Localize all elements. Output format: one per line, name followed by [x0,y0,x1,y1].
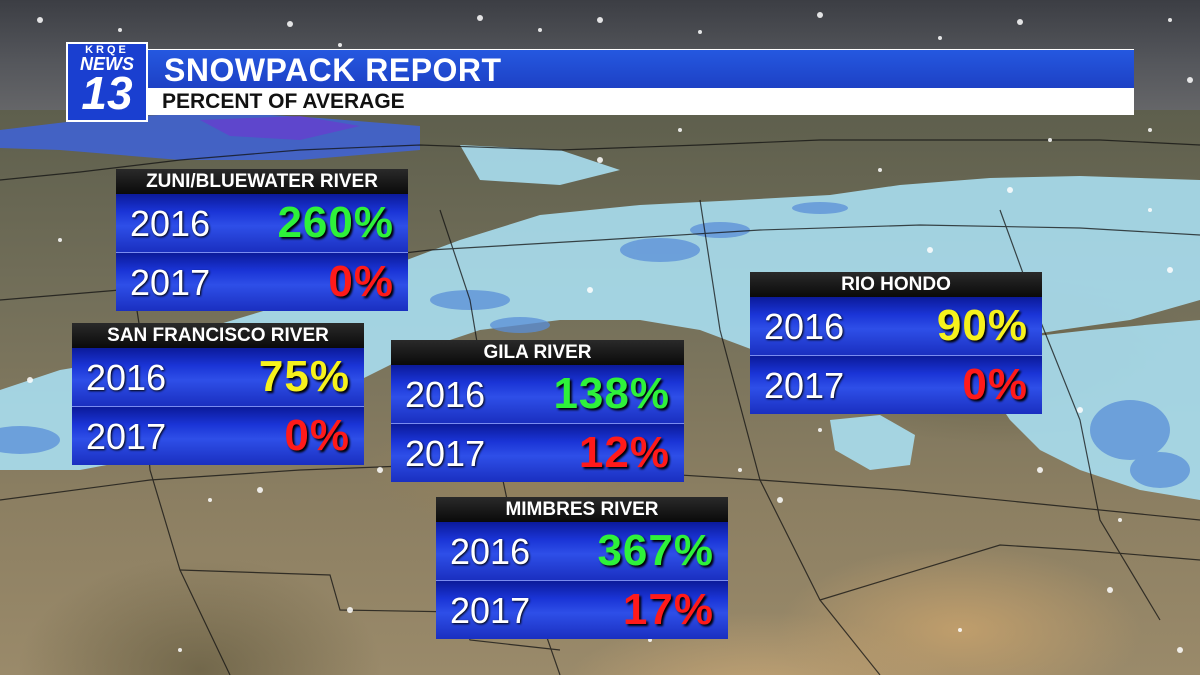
year-label: 2016 [764,306,845,347]
percent-value: 75% [258,352,350,401]
logo-channel-number: 13 [81,67,133,119]
panel-row: 2017 0% [750,355,1042,414]
year-label: 2017 [450,590,531,631]
year-label: 2016 [130,203,211,244]
year-label: 2017 [764,365,845,406]
station-logo: KRQE NEWS 13 [66,42,148,122]
panel-row: 2016 75% [72,348,364,406]
panel-mimbres: MIMBRES RIVER 2016 367% 2017 17% [436,497,728,639]
panel-title: GILA RIVER [391,340,684,365]
percent-value: 17% [622,585,714,634]
panel-row: 2017 0% [116,252,408,311]
panel-title: SAN FRANCISCO RIVER [72,323,364,348]
year-label: 2017 [405,433,486,474]
percent-value: 90% [936,301,1028,350]
year-label: 2017 [86,416,167,457]
panel-zuni-bluewater: ZUNI/BLUEWATER RIVER 2016 260% 2017 0% [116,169,408,311]
percent-value: 138% [553,369,670,418]
percent-value: 12% [578,428,670,477]
panel-row: 2017 0% [72,406,364,465]
year-label: 2016 [405,374,486,415]
panel-gila: GILA RIVER 2016 138% 2017 12% [391,340,684,482]
panel-title: ZUNI/BLUEWATER RIVER [116,169,408,194]
subtitle-bar: PERCENT OF AVERAGE [148,88,1134,115]
percent-value: 0% [284,411,350,460]
panel-rio-hondo: RIO HONDO 2016 90% 2017 0% [750,272,1042,414]
panel-row: 2016 138% [391,365,684,423]
year-label: 2016 [450,531,531,572]
panel-title: MIMBRES RIVER [436,497,728,522]
panel-row: 2017 17% [436,580,728,639]
panel-san-francisco: SAN FRANCISCO RIVER 2016 75% 2017 0% [72,323,364,465]
logo-news-text: NEWS [80,54,134,74]
panel-row: 2016 260% [116,194,408,252]
panel-row: 2017 12% [391,423,684,482]
panel-row: 2016 367% [436,522,728,580]
title-bar: SNOWPACK REPORT [148,49,1134,89]
logo-call-letters: KRQE [85,44,129,56]
percent-value: 0% [328,257,394,306]
year-label: 2016 [86,357,167,398]
page-subtitle: PERCENT OF AVERAGE [162,90,405,113]
percent-value: 0% [962,360,1028,409]
percent-value: 367% [597,526,714,575]
page-title: SNOWPACK REPORT [164,52,502,88]
panel-title: RIO HONDO [750,272,1042,297]
panel-row: 2016 90% [750,297,1042,355]
year-label: 2017 [130,262,211,303]
percent-value: 260% [277,198,394,247]
